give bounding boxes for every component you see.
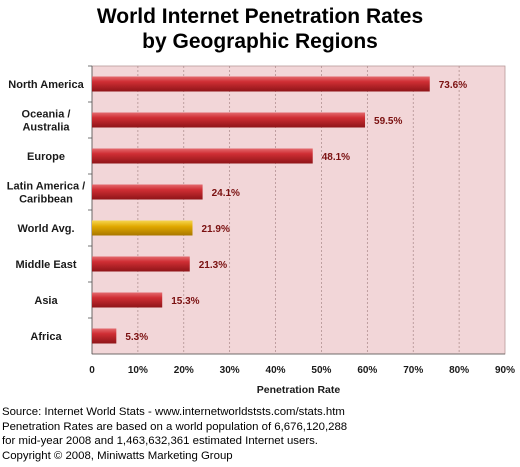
x-tick-label: 40% — [266, 365, 286, 376]
x-axis-title: Penetration Rate — [257, 384, 341, 396]
bar — [92, 256, 190, 272]
data-label: 73.6% — [439, 80, 467, 91]
category-label: Europe — [27, 151, 65, 163]
category-label: Australia — [22, 122, 70, 134]
x-tick-labels: 0 10% 20% 30% 40% 50% 60% 70% 80% 90% — [89, 365, 515, 376]
data-label: 5.3% — [125, 332, 148, 343]
data-label: 15.3% — [171, 296, 199, 307]
category-label: North America — [8, 79, 84, 91]
plot-area — [91, 65, 506, 355]
category-label: Latin America / — [7, 181, 85, 193]
x-tick-label: 10% — [128, 365, 148, 376]
chart-title: World Internet Penetration Rates — [96, 5, 424, 28]
category-label: Asia — [34, 295, 58, 307]
data-label: 24.1% — [212, 188, 240, 199]
source-line: Source: Internet World Stats - www.inter… — [2, 406, 345, 418]
bar — [92, 76, 430, 92]
category-label: World Avg. — [17, 223, 74, 235]
x-tick-label: 90% — [495, 365, 515, 376]
chart-title-block: World Internet Penetration Rates by Geog… — [0, 4, 520, 54]
source-note: Source: Internet World Stats - www.inter… — [2, 405, 518, 464]
data-label: 48.1% — [322, 152, 350, 163]
bar — [92, 292, 163, 308]
bar — [92, 184, 203, 200]
users-note-line: for mid-year 2008 and 1,463,632,361 esti… — [2, 435, 318, 448]
bar — [92, 328, 117, 344]
category-label: Africa — [30, 331, 62, 343]
x-tick-label: 30% — [220, 365, 240, 376]
bar — [92, 112, 366, 128]
category-label: Middle East — [15, 259, 76, 271]
category-label: Caribbean — [19, 194, 73, 206]
x-tick-label: 50% — [311, 365, 331, 376]
data-label: 59.5% — [374, 116, 402, 127]
chart-subtitle: by Geographic Regions — [142, 30, 378, 53]
category-labels: North America Oceania /Australia Europe Lat… — [7, 65, 92, 343]
data-label: 21.3% — [199, 260, 227, 271]
x-tick-label: 0 — [89, 365, 95, 376]
copyright-line: Copyright © 2008, Miniwatts Marketing Gr… — [2, 450, 233, 463]
x-tick-label: 20% — [174, 365, 194, 376]
bar — [92, 148, 313, 164]
x-tick-label: 60% — [357, 365, 377, 376]
x-tick-label: 80% — [449, 365, 469, 376]
bars: 73.6% 59.5% 48.1% 24.1% 21.9% 21.3% 15.3% 5.3% — [92, 76, 467, 344]
bar-chart: 73.6%59.5%48.1%24.1%21.9%21.3%15.3%5.3% … — [7, 65, 515, 396]
population-note-line: Penetration Rates are based on a world p… — [2, 420, 348, 433]
data-label: 21.9% — [201, 224, 229, 235]
x-tick-label: 70% — [403, 365, 423, 376]
category-label: Oceania / — [22, 109, 71, 121]
bar-highlight — [92, 220, 193, 236]
